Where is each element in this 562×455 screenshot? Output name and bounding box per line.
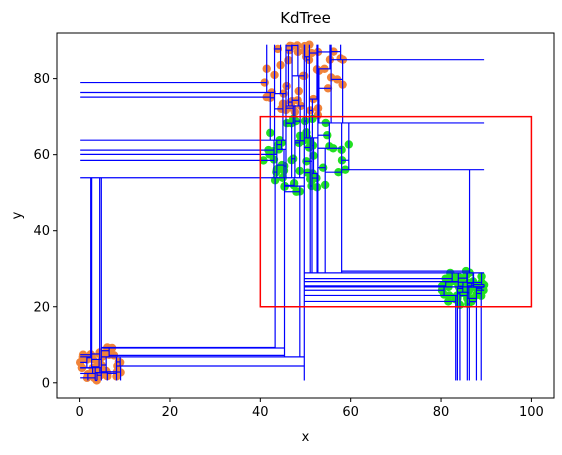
x-axis-ticks: 0 20 40 60 80 100 (75, 398, 544, 420)
y-axis-label: y (10, 211, 25, 219)
query-rectangle (259, 115, 533, 308)
x-tick-label: 100 (519, 405, 544, 420)
y-tick-label: 60 (33, 148, 50, 163)
plot-frame (56, 32, 555, 399)
y-tick-label: 80 (33, 72, 50, 87)
x-tick-label: 0 (75, 405, 83, 420)
x-tick-label: 40 (252, 405, 269, 420)
y-tick-label: 40 (33, 224, 50, 239)
x-tick-label: 60 (342, 405, 359, 420)
x-tick-label: 80 (433, 405, 450, 420)
x-tick-label: 20 (162, 405, 179, 420)
chart-title: KdTree (280, 9, 331, 27)
x-axis-label: x (302, 430, 310, 445)
kdtree-partition-lines (80, 44, 485, 382)
y-tick-label: 0 (42, 376, 50, 391)
y-tick-label: 20 (33, 300, 50, 315)
y-axis-ticks: 0 20 40 60 80 (33, 72, 57, 391)
